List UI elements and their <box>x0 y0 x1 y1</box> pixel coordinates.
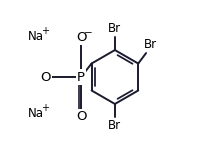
Text: +: + <box>41 26 49 36</box>
Text: Br: Br <box>144 38 157 51</box>
Text: P: P <box>77 71 85 83</box>
Text: −: − <box>84 28 92 38</box>
Text: O: O <box>76 31 86 44</box>
Text: Na: Na <box>28 107 44 120</box>
Text: Br: Br <box>108 22 121 35</box>
Text: Br: Br <box>108 119 121 132</box>
Text: O: O <box>76 110 86 123</box>
Text: Na: Na <box>28 30 44 43</box>
Text: −: − <box>37 68 46 78</box>
Text: O: O <box>40 71 51 83</box>
Text: +: + <box>41 103 49 113</box>
